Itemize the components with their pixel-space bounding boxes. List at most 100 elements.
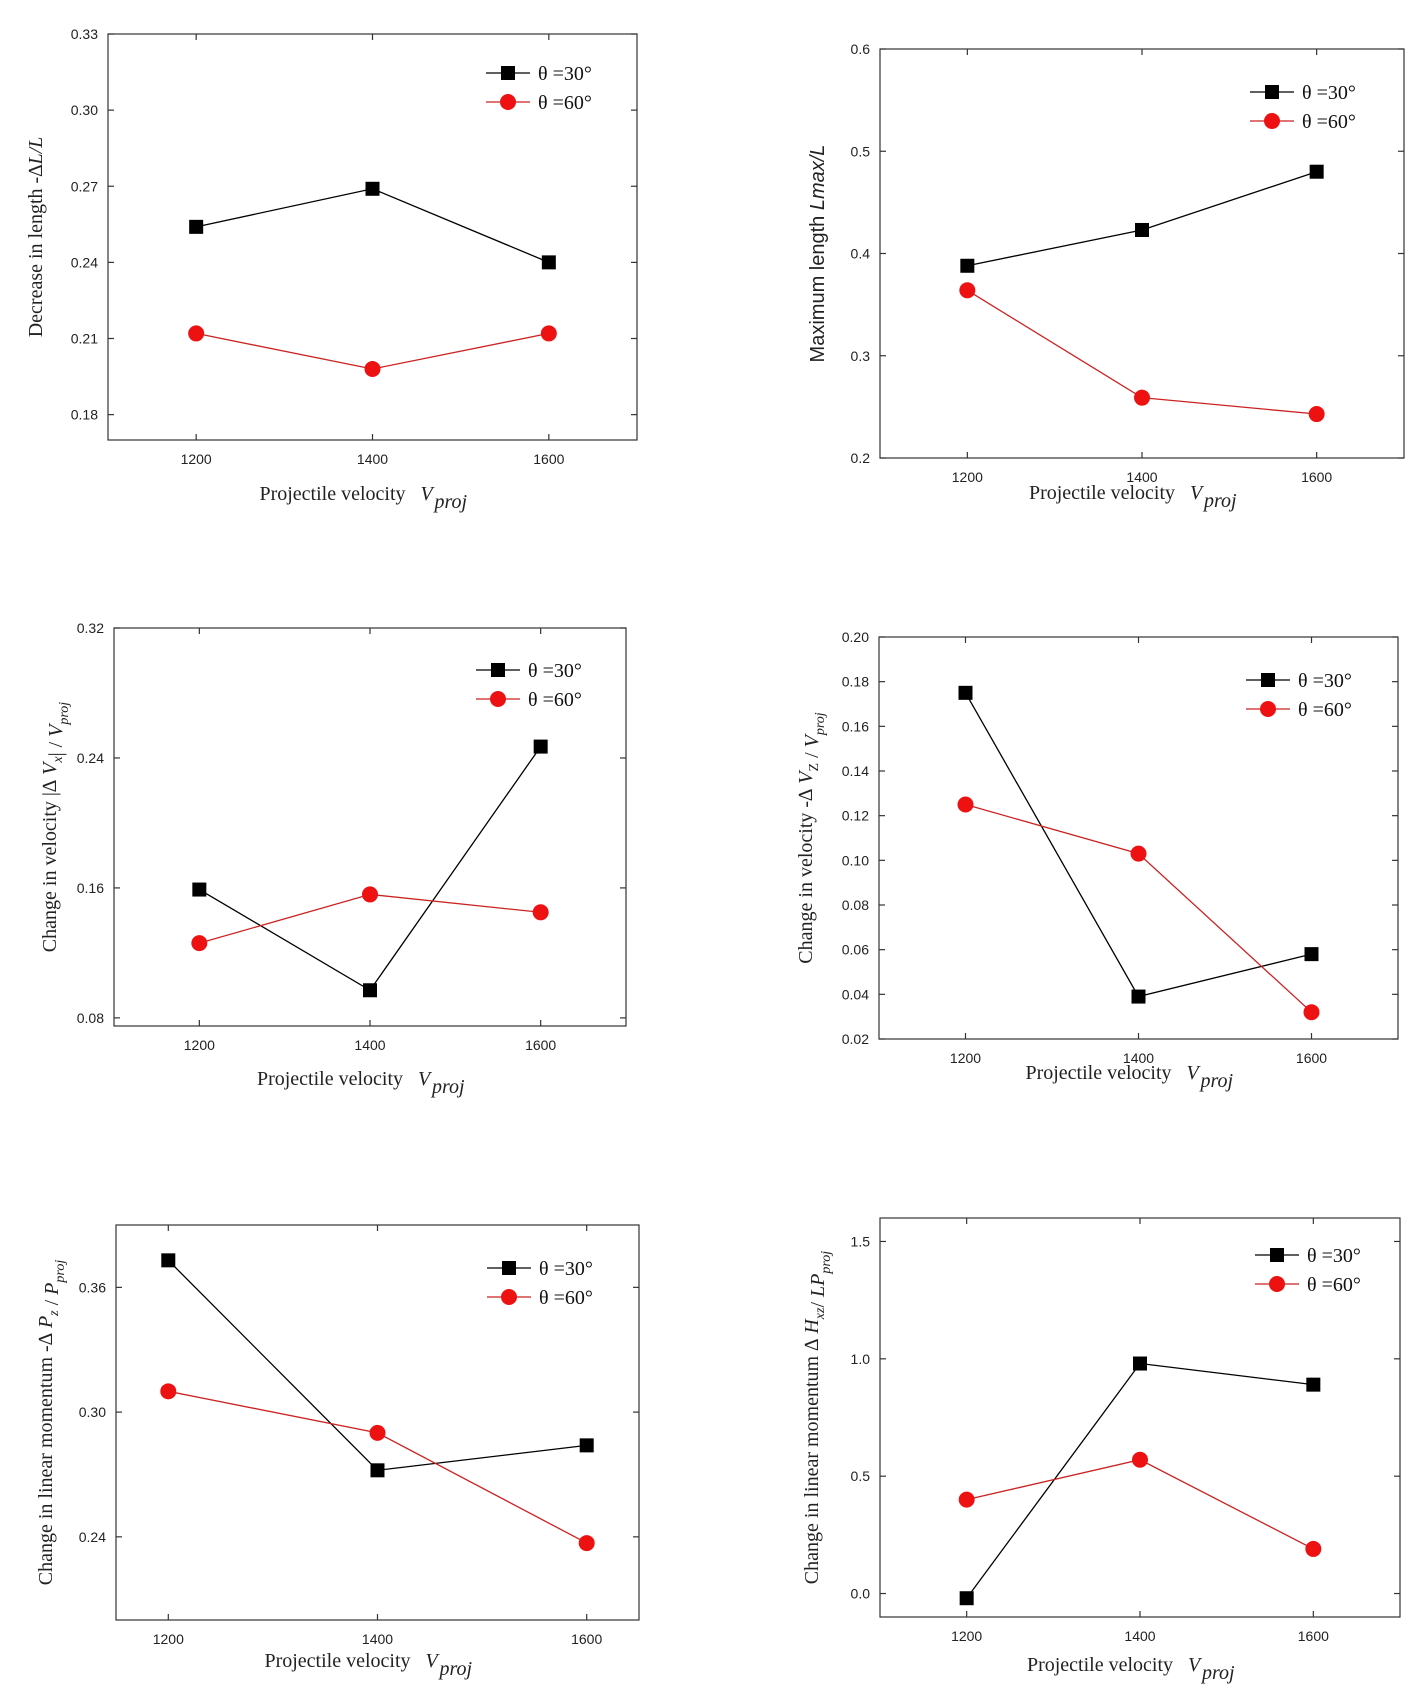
x-axis-label: Projectile velocity [1029, 482, 1175, 504]
data-point-series-1 [365, 181, 380, 196]
x-axis-label-variable: V [1188, 1654, 1203, 1676]
y-tick-label: 0.14 [842, 763, 869, 779]
legend-label-1: θ =30° [1307, 1245, 1361, 1267]
data-point-series-1 [189, 219, 204, 234]
y-tick-label: 0.27 [71, 178, 98, 194]
data-point-series-2 [1130, 845, 1147, 862]
data-point-series-2 [578, 1535, 595, 1552]
y-tick-label: 0.08 [77, 1010, 104, 1026]
x-axis-label: Projectile velocity [264, 1650, 410, 1672]
x-axis-label: Projectile velocity [1025, 1062, 1171, 1084]
data-point-series-2 [1305, 1540, 1322, 1557]
data-point-series-1 [1306, 1377, 1321, 1392]
y-axis-label: Decrease in length -∆L/L [25, 137, 47, 338]
data-point-series-1 [192, 882, 207, 897]
legend-marker-1 [491, 663, 505, 677]
y-tick-label: 0.36 [79, 1279, 106, 1295]
y-tick-label: 0.5 [851, 143, 871, 159]
series-line-1 [967, 171, 1317, 267]
legend-label-2: θ =60° [528, 689, 582, 711]
legend-marker-1 [501, 66, 515, 80]
chart-panel-2: 0.2 0.3 0.4 0.5 0.6 1200 1400 1600 θ =30° θ =60° P… [807, 41, 1405, 512]
data-point-series-1 [1131, 989, 1146, 1004]
legend-label-2: θ =60° [538, 92, 592, 114]
x-axis-label-variable: V [1190, 482, 1205, 504]
legend-marker-2 [1260, 701, 1276, 717]
x-tick-label: 1400 [357, 451, 388, 467]
y-tick-label: 0.08 [842, 897, 869, 913]
x-tick-label: 1600 [571, 1631, 602, 1647]
y-axis-label: Change in velocity |∆ Vx| / Vproj [39, 702, 72, 952]
series-line-2 [966, 1459, 1314, 1550]
y-tick-label: 0.0 [851, 1586, 871, 1602]
data-point-series-1 [533, 739, 548, 754]
data-point-series-2 [369, 1424, 386, 1441]
x-tick-label: 1600 [1301, 469, 1332, 485]
y-tick-label: 0.16 [77, 880, 104, 896]
y-tick-label: 0.24 [77, 750, 104, 766]
data-point-series-2 [188, 325, 205, 342]
data-point-series-2 [362, 886, 378, 903]
y-tick-label: 1.5 [851, 1233, 871, 1249]
data-point-series-1 [541, 255, 556, 270]
series-line-1 [964, 692, 1312, 998]
data-point-series-1 [960, 258, 975, 273]
legend-marker-2 [1264, 113, 1280, 129]
legend-label-2: θ =60° [539, 1287, 593, 1309]
data-point-series-2 [959, 282, 976, 299]
y-tick-label: 0.32 [77, 620, 104, 636]
legend-label-2: θ =60° [1307, 1274, 1361, 1296]
y-tick-label: 0.06 [842, 942, 869, 958]
y-tick-label: 0.04 [842, 986, 869, 1002]
data-point-series-1 [1133, 1356, 1147, 1371]
legend-marker-2 [490, 691, 506, 707]
legend-label-1: θ =30° [1302, 82, 1356, 104]
y-tick-label: 0.20 [842, 629, 869, 645]
y-tick-label: 0.24 [79, 1529, 106, 1545]
x-axis-label-variable: V [418, 1068, 433, 1090]
data-point-series-2 [1303, 1004, 1320, 1021]
series-line-1 [966, 1362, 1314, 1599]
legend-marker-1 [502, 1261, 516, 1275]
y-tick-label: 1.0 [851, 1351, 871, 1367]
data-point-series-2 [364, 360, 381, 377]
plot-frame [115, 1224, 640, 1621]
x-axis-label-subscript: proj [1199, 1070, 1234, 1092]
chart-panel-3: 0.08 0.16 0.24 0.32 1200 1400 1600 θ =30° θ =60°… [39, 620, 627, 1098]
x-tick-label: 1400 [1123, 1050, 1154, 1066]
legend-label-1: θ =30° [539, 1258, 593, 1280]
y-tick-label: 0.3 [851, 348, 871, 364]
data-point-series-2 [160, 1383, 177, 1400]
x-tick-label: 1400 [1124, 1628, 1155, 1644]
y-tick-label: 0.33 [71, 26, 98, 42]
legend-label-2: θ =60° [1298, 699, 1352, 721]
data-point-series-2 [532, 904, 549, 921]
data-point-series-2 [1308, 406, 1325, 423]
data-point-series-2 [191, 935, 208, 952]
data-point-series-1 [1309, 164, 1324, 179]
y-axis-label: Change in velocity -∆ VZ / Vproj [795, 712, 828, 963]
legend-marker-2 [1269, 1276, 1285, 1292]
data-point-series-1 [959, 1591, 974, 1606]
data-point-series-2 [958, 1491, 975, 1508]
x-axis-label: Projectile velocity [259, 483, 405, 505]
y-tick-label: 0.30 [71, 102, 98, 118]
y-tick-label: 0.16 [842, 718, 869, 734]
data-point-series-2 [540, 325, 557, 342]
y-tick-label: 0.18 [842, 674, 869, 690]
data-point-series-1 [363, 983, 377, 998]
x-axis-label-subscript: proj [1200, 1662, 1235, 1684]
plot-frame [878, 636, 1399, 1040]
x-tick-label: 1200 [951, 1628, 982, 1644]
y-tick-label: 0.30 [79, 1404, 106, 1420]
series-line-2 [965, 803, 1312, 1013]
x-axis-label-subscript: proj [433, 491, 468, 513]
data-point-series-1 [1304, 947, 1319, 962]
y-tick-label: 0.02 [842, 1031, 869, 1047]
y-tick-label: 0.6 [851, 41, 871, 57]
y-axis-label: Maximum length Lmax/L [807, 145, 829, 363]
legend-label-1: θ =30° [1298, 670, 1352, 692]
y-tick-label: 0.21 [71, 331, 98, 347]
x-axis-label-subscript: proj [430, 1076, 465, 1098]
legend-label-1: θ =30° [538, 63, 592, 85]
